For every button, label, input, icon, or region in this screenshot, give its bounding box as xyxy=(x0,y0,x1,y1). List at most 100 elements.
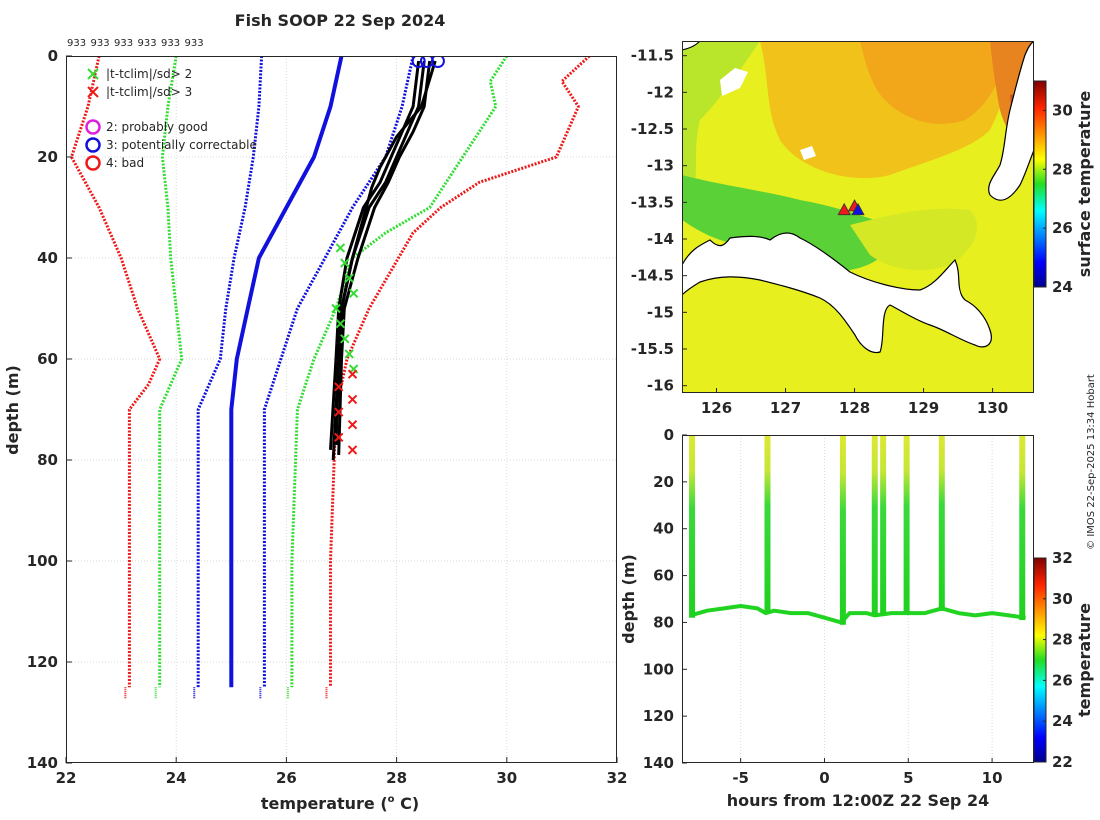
map-cloud-patch-1 xyxy=(720,68,748,96)
timeseries-colorbar-tick-label: 30 xyxy=(1052,590,1073,608)
profile-axes xyxy=(66,56,617,763)
map-colorbar: 24 26 28 30 surface temperature xyxy=(1033,80,1094,296)
map-ytick-label: -11.5 xyxy=(631,47,674,65)
timeseries-grid xyxy=(740,435,993,763)
timeseries-ytick-label: 0 xyxy=(664,426,674,444)
profile-flag-green xyxy=(344,349,354,359)
profile-xtick-label: 30 xyxy=(496,769,517,787)
profile-flag-red xyxy=(347,419,358,430)
map-sst-band-lightgreen xyxy=(682,41,760,210)
legend-flag-1 xyxy=(85,137,101,153)
timeseries-xtick-label: -5 xyxy=(732,769,749,787)
timeseries-ytick-label: 100 xyxy=(643,660,674,678)
timeseries-colorbar-tick-label: 24 xyxy=(1052,712,1073,730)
profile-flag-red xyxy=(334,382,344,392)
timeseries-xtick-label: 5 xyxy=(903,769,913,787)
profile-line-5 xyxy=(70,56,162,688)
timeseries-cast xyxy=(839,435,846,625)
profile-ytick-label: 120 xyxy=(27,653,58,671)
map-land-south xyxy=(682,232,992,393)
timeseries-colorbar-gradient xyxy=(1033,557,1047,763)
profile-ytick-label: 40 xyxy=(37,249,58,267)
legend-flag-2 xyxy=(85,155,101,171)
profile-ylabel: depth (m) xyxy=(3,365,22,455)
map-colorbar-tick-label: 28 xyxy=(1052,160,1073,178)
timeseries-cast xyxy=(938,435,945,609)
timeseries-ytick-label: 60 xyxy=(653,567,674,585)
legend-label-0: |t-tclim|/sd> 2 xyxy=(106,67,192,81)
profile-flag-red xyxy=(347,394,358,405)
timeseries-ytick-label: 140 xyxy=(643,754,674,772)
profile-flag-red xyxy=(334,432,344,442)
profile-xtick-label: 26 xyxy=(276,769,297,787)
timeseries-series xyxy=(689,435,1026,625)
map-ytick-label: -12.5 xyxy=(631,120,674,138)
profile-flag-green xyxy=(340,258,350,268)
map-colorbar-tick-label: 30 xyxy=(1052,101,1073,119)
profile-ytick-label: 0 xyxy=(48,47,58,65)
top-count-label: 933 xyxy=(114,38,133,49)
map-sst-band-warm xyxy=(860,41,1005,124)
profile-line-2 xyxy=(262,56,415,688)
timeseries-cast xyxy=(1019,435,1026,621)
top-count-labels: 933 933 933 933 933 933 xyxy=(67,38,204,49)
legend-flag-label-1: 3: potentially correctable xyxy=(106,138,257,152)
profile-ytick-label: 60 xyxy=(37,350,58,368)
timeseries-cast xyxy=(880,435,887,616)
timeseries-ylabel: depth (m) xyxy=(619,554,638,644)
timeseries-tow-path xyxy=(689,604,1026,625)
timeseries-colorbar-tick-label: 28 xyxy=(1052,631,1073,649)
timeseries-xlabel: hours from 12:00Z 22 Sep 24 xyxy=(727,791,989,810)
profile-flag-green xyxy=(331,303,341,314)
timeseries-cast xyxy=(871,435,878,616)
profile-flag-green xyxy=(335,318,346,329)
timeseries-ytick-label: 40 xyxy=(653,520,674,538)
timeseries-colorbar-tick-label: 22 xyxy=(1052,753,1073,771)
profile-flag-red xyxy=(347,369,358,379)
profile-title: Fish SOOP 22 Sep 2024 xyxy=(235,11,446,30)
timeseries-xtick-label: 0 xyxy=(819,769,829,787)
profile-flag-red xyxy=(334,407,344,417)
map-ytick-label: -15 xyxy=(647,303,674,321)
timeseries-colorbar-tick-label: 32 xyxy=(1052,549,1073,567)
map-xtick-label: 130 xyxy=(977,399,1008,417)
profile-flag-circle xyxy=(411,56,426,69)
map-ytick-label: -14.5 xyxy=(631,267,674,285)
map-cast-marker xyxy=(851,202,865,216)
profile-line-9 xyxy=(337,60,432,455)
profile-line-4 xyxy=(290,56,509,688)
top-count-label: 933 xyxy=(67,38,86,49)
timeseries-colorbar: 22 24 26 28 30 32 temperature xyxy=(1033,549,1094,771)
profile-ytick-label: 80 xyxy=(37,451,58,469)
map-xtick-label: 126 xyxy=(701,399,732,417)
profile-flag-green xyxy=(344,273,354,283)
timeseries-ytick-label: 80 xyxy=(653,613,674,631)
legend-label-1: |t-tclim|/sd> 3 xyxy=(106,85,192,99)
watermark: © IMOS 22-Sep-2025 13:34 Hobart xyxy=(1086,374,1097,550)
profile-ytick-label: 100 xyxy=(27,552,58,570)
map-ytick-label: -13 xyxy=(647,157,674,175)
map-ytick-label: -15.5 xyxy=(631,340,674,358)
profile-chart: Fish SOOP 22 Sep 2024 933 933 933 933 933 933… xyxy=(3,11,627,813)
legend-flag-label-0: 2: probably good xyxy=(106,120,208,134)
map-colorbar-label: surface temperature xyxy=(1075,91,1094,278)
profile-legend: |t-tclim|/sd> 2 |t-tclim|/sd> 3 2: probabl… xyxy=(85,67,257,171)
timeseries-colorbar-label: temperature xyxy=(1075,603,1094,717)
map-cloud-patch-2 xyxy=(800,146,816,160)
map-xtick-label: 129 xyxy=(908,399,939,417)
map-ytick-label: -14 xyxy=(647,230,674,248)
profile-line-6 xyxy=(329,56,591,688)
profile-series xyxy=(70,56,591,700)
profile-xtick-label: 22 xyxy=(56,769,77,787)
map-colorbar-tick-label: 26 xyxy=(1052,219,1073,237)
map-colorbar-gradient xyxy=(1033,80,1047,288)
legend-flag-label-2: 4: bad xyxy=(106,156,144,170)
map-sst-band-yellow-south xyxy=(850,208,978,271)
profile-grid xyxy=(66,56,617,763)
timeseries-cast xyxy=(903,435,910,614)
map-colorbar-tick-label: 24 xyxy=(1052,278,1073,296)
timeseries-ytick-label: 20 xyxy=(653,473,674,491)
timeseries-axes xyxy=(682,435,1034,763)
